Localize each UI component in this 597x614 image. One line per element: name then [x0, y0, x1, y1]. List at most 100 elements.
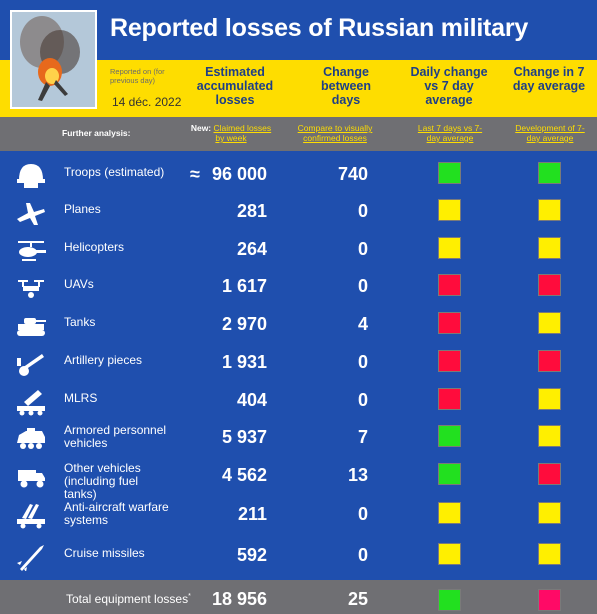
table-row: UAVs 1 617 0	[0, 268, 597, 306]
total-row	[0, 580, 597, 614]
header-photo	[10, 10, 97, 109]
artillery-icon	[14, 348, 48, 378]
total-value: 18 956	[211, 589, 267, 609]
table-row: Planes 281 0	[0, 193, 597, 231]
development-avg-link[interactable]: Development of 7-day average	[512, 123, 588, 143]
row-value: 4 562	[221, 465, 267, 485]
col-accumulated: Estimated accumulated losses	[196, 65, 274, 107]
avg-indicator	[538, 237, 561, 259]
row-change: 0	[357, 239, 368, 259]
table-row: Anti-aircraft warfare systems 211 0	[0, 496, 597, 534]
avg-indicator	[538, 312, 561, 334]
daily-indicator	[438, 162, 461, 184]
drone-icon	[14, 272, 48, 302]
row-change: 740	[337, 164, 368, 184]
tank-icon	[14, 310, 48, 340]
row-label: Tanks	[64, 315, 96, 329]
avg-indicator	[538, 502, 561, 524]
avg-indicator	[538, 162, 561, 184]
row-label: Cruise missiles	[64, 546, 145, 560]
development-avg-text[interactable]: Development of 7-day average	[515, 123, 585, 143]
row-change: 13	[347, 465, 368, 485]
new-label: New:	[190, 123, 212, 133]
avg-indicator	[538, 388, 561, 410]
col-change-7day: Change in 7 day average	[512, 65, 586, 93]
table-row: Artillery pieces 1 931 0	[0, 344, 597, 382]
row-label: Planes	[64, 202, 101, 216]
daily-indicator	[438, 388, 461, 410]
helicopter-icon	[14, 235, 48, 265]
row-value: 592	[236, 545, 267, 565]
row-change: 0	[357, 390, 368, 410]
daily-indicator	[438, 425, 461, 447]
row-change: 0	[357, 201, 368, 221]
daily-indicator	[438, 502, 461, 524]
mlrs-icon	[14, 386, 48, 416]
avg-indicator	[538, 425, 561, 447]
column-header-bar	[0, 60, 597, 117]
helmet-icon	[14, 160, 48, 190]
claimed-by-week-link[interactable]: New: Claimed losses by week	[190, 123, 272, 143]
row-change: 4	[357, 314, 368, 334]
plane-icon	[14, 197, 48, 227]
approx-sign: ≈	[190, 164, 200, 184]
avg-indicator	[538, 463, 561, 485]
row-change: 0	[357, 504, 368, 524]
anti-aircraft-icon	[14, 500, 48, 530]
table-row: Cruise missiles 592 0	[0, 537, 597, 575]
row-label: MLRS	[64, 391, 98, 405]
row-change: 0	[357, 545, 368, 565]
compare-visual-text[interactable]: Compare to visually confirmed losses	[297, 123, 373, 143]
report-date: 14 déc. 2022	[112, 95, 182, 109]
last7-vs-avg-text[interactable]: Last 7 days vs 7-day average	[417, 123, 483, 143]
col-change: Change between days	[320, 65, 371, 107]
compare-visual-link[interactable]: Compare to visually confirmed losses	[282, 123, 388, 143]
row-label: Anti-aircraft warfare systems	[64, 500, 169, 527]
total-avg-indicator	[538, 589, 561, 611]
row-value: 1 931	[221, 352, 267, 372]
daily-indicator	[438, 199, 461, 221]
apc-icon	[14, 423, 48, 453]
row-label: Armored personnel vehicles	[64, 423, 167, 450]
avg-indicator	[538, 350, 561, 372]
row-value: 2 970	[221, 314, 267, 334]
table-row: Tanks 2 970 4	[0, 306, 597, 344]
row-value: 264	[236, 239, 267, 259]
reported-on-label: Reported on (for previous day)	[110, 67, 165, 85]
row-value: 211	[237, 504, 267, 524]
daily-indicator	[438, 237, 461, 259]
flag-stripe	[0, 0, 12, 60]
row-label: Troops (estimated)	[64, 165, 165, 179]
row-label: Other vehicles (including fuel tanks)	[64, 461, 141, 501]
row-value: 96 000	[211, 164, 267, 184]
table-row: MLRS 404 0	[0, 382, 597, 420]
missile-icon	[14, 541, 48, 572]
table-row: Other vehicles (including fuel tanks) 4 5…	[0, 457, 597, 501]
daily-indicator	[438, 463, 461, 485]
truck-icon	[14, 461, 48, 491]
col-daily-vs-avg: Daily change vs 7 day average	[410, 65, 488, 107]
further-analysis-bar	[0, 117, 597, 151]
claimed-by-week-text[interactable]: Claimed losses by week	[213, 123, 272, 143]
total-daily-indicator	[438, 589, 461, 611]
table-row: Troops (estimated) ≈96 000 740	[0, 156, 597, 194]
further-analysis-label: Further analysis:	[62, 128, 131, 138]
daily-indicator	[438, 274, 461, 296]
total-change: 25	[347, 589, 368, 609]
daily-indicator	[438, 350, 461, 372]
avg-indicator	[538, 199, 561, 221]
page-title: Reported losses of Russian military	[110, 14, 529, 42]
total-label: Total equipment losses*	[66, 592, 191, 606]
last7-vs-avg-link[interactable]: Last 7 days vs 7-day average	[412, 123, 488, 143]
row-value: 404	[236, 390, 267, 410]
daily-indicator	[438, 312, 461, 334]
header-bar	[0, 0, 597, 60]
row-change: 0	[357, 352, 368, 372]
daily-indicator	[438, 543, 461, 565]
row-value: 1 617	[221, 276, 267, 296]
avg-indicator	[538, 274, 561, 296]
row-value: 281	[236, 201, 267, 221]
table-row: Armored personnel vehicles 5 937 7	[0, 419, 597, 457]
row-label: Helicopters	[64, 240, 125, 254]
row-value: 5 937	[221, 427, 267, 447]
